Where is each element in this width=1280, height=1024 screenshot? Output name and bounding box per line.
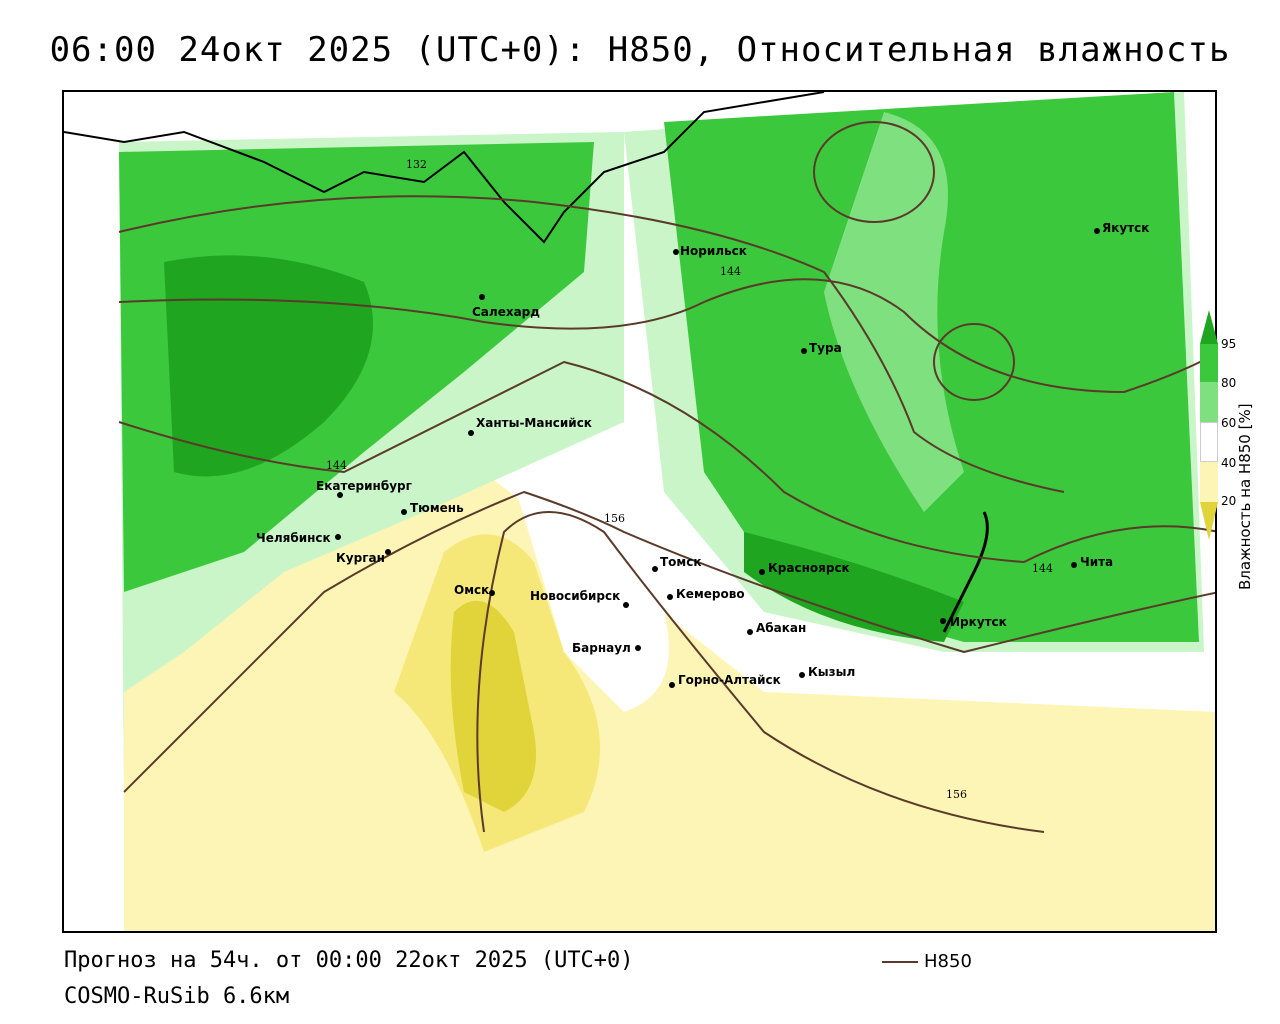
contour-label: 144 — [720, 265, 741, 278]
colorbar-segment — [1200, 462, 1218, 502]
city-label: Тюмень — [410, 501, 464, 515]
contour-line — [933, 323, 1015, 401]
city-label: Омск — [454, 583, 489, 597]
city-label: Горно-Алтайск — [678, 673, 781, 687]
contour-legend-label: H850 — [924, 951, 972, 972]
city-marker: Новосибирск — [530, 589, 629, 608]
city-marker: Тура — [801, 341, 842, 355]
city-label: Барнаул — [572, 641, 631, 655]
forecast-info: Прогноз на 54ч. от 00:00 22окт 2025 (UTC… — [64, 948, 634, 973]
contour-line — [118, 278, 1215, 394]
contour-line — [123, 490, 1215, 793]
contour-legend-swatch — [882, 960, 918, 963]
city-label: Кемерово — [676, 587, 745, 601]
city-label: Иркутск — [950, 615, 1007, 629]
colorbar-segment — [1200, 422, 1218, 462]
city-marker: Тюмень — [401, 501, 464, 515]
coastline — [64, 92, 825, 244]
city-marker: Красноярск — [759, 561, 850, 575]
city-marker: Челябинск — [256, 531, 341, 545]
colorbar-tick: 95 — [1221, 337, 1237, 351]
city-marker: Екатеринбург — [316, 479, 412, 498]
city-marker: Курган — [336, 549, 391, 565]
city-label: Норильск — [680, 244, 747, 258]
city-marker: Ханты-Мансийск — [468, 416, 592, 436]
contour-label: 144 — [326, 459, 347, 472]
city-label: Курган — [336, 551, 385, 565]
city-marker: Горно-Алтайск — [669, 673, 781, 688]
city-marker: Барнаул — [572, 641, 641, 655]
city-marker: Томск — [652, 555, 702, 572]
humidity-region-dark-green-west — [164, 255, 373, 477]
lake-baikal — [942, 511, 989, 633]
chart-title: 06:00 24окт 2025 (UTC+0): H850, Относите… — [49, 30, 1231, 70]
colorbar-tick: 40 — [1221, 456, 1237, 470]
city-label: Якутск — [1102, 221, 1149, 235]
city-label: Кызыл — [808, 665, 855, 679]
colorbar-segment — [1200, 344, 1218, 382]
city-label: Томск — [660, 555, 702, 569]
city-label: Челябинск — [256, 531, 331, 545]
city-label: Чита — [1080, 555, 1113, 569]
contour-legend: H850 — [882, 951, 972, 972]
colorbar-title: Влажность на H850 [%] — [1236, 403, 1254, 590]
colorbar-segment — [1200, 382, 1218, 422]
humidity-region-dark-yellow — [450, 600, 536, 812]
colorbar-tick: 20 — [1221, 494, 1237, 508]
contour-label: 156 — [946, 788, 967, 801]
colorbar-segment — [1200, 310, 1218, 344]
city-marker: Чита — [1071, 555, 1113, 569]
colorbar-tick: 80 — [1221, 376, 1237, 390]
city-marker: Норильск — [673, 244, 747, 258]
colorbar — [1200, 310, 1218, 540]
humidity-region-pale-yellow — [124, 472, 1215, 931]
contour-line — [813, 121, 935, 223]
city-marker: Якутск — [1094, 221, 1149, 235]
city-label: Тура — [809, 341, 842, 355]
contour-label: 144 — [1032, 562, 1053, 575]
city-label: Екатеринбург — [316, 479, 412, 493]
contour-line — [476, 511, 1045, 833]
colorbar-tick: 60 — [1221, 416, 1237, 430]
colorbar-segment — [1200, 502, 1218, 540]
map-area[interactable]: 132 144 144 156 144 156 Салехард Норильс… — [62, 90, 1217, 933]
humidity-region-dark-green-east — [744, 532, 964, 642]
contour-line — [118, 195, 1065, 493]
model-info: COSMO-RuSib 6.6км — [64, 984, 290, 1009]
humidity-region-light-green-east — [824, 112, 964, 512]
city-label: Новосибирск — [530, 589, 620, 603]
city-label: Салехард — [472, 305, 540, 319]
contour-label: 156 — [604, 512, 625, 525]
contour-line — [118, 360, 1215, 564]
city-marker: Кемерово — [667, 587, 745, 601]
city-marker: Абакан — [747, 621, 806, 635]
city-marker: Салехард — [472, 294, 540, 319]
city-label: Абакан — [756, 621, 806, 635]
city-marker: Кызыл — [799, 665, 855, 679]
city-marker: Омск — [454, 583, 495, 597]
city-label: Ханты-Мансийск — [476, 416, 592, 430]
contour-label: 132 — [406, 158, 427, 171]
city-marker: Иркутск — [940, 615, 1007, 629]
city-label: Красноярск — [768, 561, 850, 575]
humidity-region-white — [484, 387, 669, 712]
